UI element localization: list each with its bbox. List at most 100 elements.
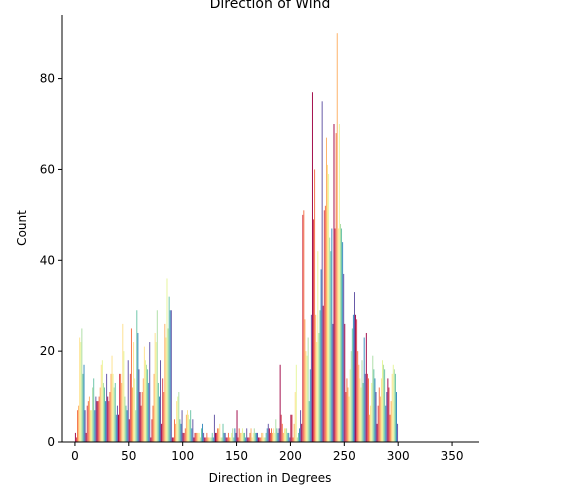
bar <box>182 410 183 442</box>
bar <box>153 406 154 442</box>
bar <box>247 437 248 442</box>
bar <box>94 410 95 442</box>
bar <box>311 315 312 442</box>
bar <box>140 392 141 442</box>
bar <box>298 433 299 442</box>
bar <box>198 433 199 442</box>
bar <box>343 274 344 442</box>
bar <box>120 374 121 442</box>
bar <box>127 410 128 442</box>
bar <box>295 392 296 442</box>
bar <box>144 347 145 442</box>
bar <box>199 433 200 442</box>
bar <box>226 437 227 442</box>
bar <box>396 392 397 442</box>
bar <box>253 433 254 442</box>
bar <box>207 437 208 442</box>
bar <box>128 360 129 442</box>
bar <box>132 387 133 442</box>
bar <box>186 415 187 442</box>
bar <box>321 269 322 442</box>
bar <box>255 433 256 442</box>
bar <box>322 101 323 442</box>
bar <box>117 406 118 442</box>
bar <box>380 397 381 442</box>
bar <box>113 374 114 442</box>
bar <box>284 428 285 442</box>
y-ticks: 0 20 40 60 80 <box>40 72 62 449</box>
bar <box>391 401 392 442</box>
bar <box>150 437 151 442</box>
bar <box>211 437 212 442</box>
bar <box>364 338 365 442</box>
bar <box>76 437 77 442</box>
bar <box>157 310 158 442</box>
bar <box>327 165 328 442</box>
bar <box>264 437 265 442</box>
bar <box>174 419 175 442</box>
x-tick-label: 300 <box>387 449 410 463</box>
bar <box>105 401 106 442</box>
bar <box>369 415 370 442</box>
bar <box>167 278 168 442</box>
bar <box>116 415 117 442</box>
bar <box>330 251 331 442</box>
bar <box>155 333 156 442</box>
bar <box>362 360 363 442</box>
bar <box>107 397 108 442</box>
y-tick-label: 80 <box>40 72 55 86</box>
bar <box>273 428 274 442</box>
bar <box>278 433 279 442</box>
bar <box>383 365 384 442</box>
bar <box>274 433 275 442</box>
bar <box>232 428 233 442</box>
bar <box>302 215 303 442</box>
bar <box>104 387 105 442</box>
bar <box>204 437 205 442</box>
bar <box>285 428 286 442</box>
bar <box>118 415 119 442</box>
bar <box>376 392 377 442</box>
bar <box>135 410 136 442</box>
bar <box>179 419 180 442</box>
bar <box>292 415 293 442</box>
bar <box>233 437 234 442</box>
bar <box>387 378 388 442</box>
bar <box>267 428 268 442</box>
bar <box>312 92 313 442</box>
bar <box>90 410 91 442</box>
bar <box>122 324 123 442</box>
bar <box>149 342 150 442</box>
bar <box>173 437 174 442</box>
bar <box>368 378 369 442</box>
bar <box>300 410 301 442</box>
bar <box>217 428 218 442</box>
bar <box>365 374 366 442</box>
bar <box>301 424 302 442</box>
bar <box>172 437 173 442</box>
bar <box>257 433 258 442</box>
bar <box>221 437 222 442</box>
bar <box>338 229 339 443</box>
bar <box>351 351 352 442</box>
bar <box>372 356 373 442</box>
bar <box>326 138 327 442</box>
bar <box>99 397 100 442</box>
bar <box>366 333 367 442</box>
bar <box>202 424 203 442</box>
bar <box>82 374 83 442</box>
bar <box>126 406 127 442</box>
bar <box>148 383 149 442</box>
bar <box>223 424 224 442</box>
bar <box>353 315 354 442</box>
bar <box>213 437 214 442</box>
bar <box>125 397 126 442</box>
bar <box>304 319 305 442</box>
y-tick-label: 0 <box>47 435 55 449</box>
bar <box>335 229 336 443</box>
x-tick-label: 200 <box>279 449 302 463</box>
bar <box>209 437 210 442</box>
bar <box>371 383 372 442</box>
bar <box>324 210 325 442</box>
bar <box>214 415 215 442</box>
